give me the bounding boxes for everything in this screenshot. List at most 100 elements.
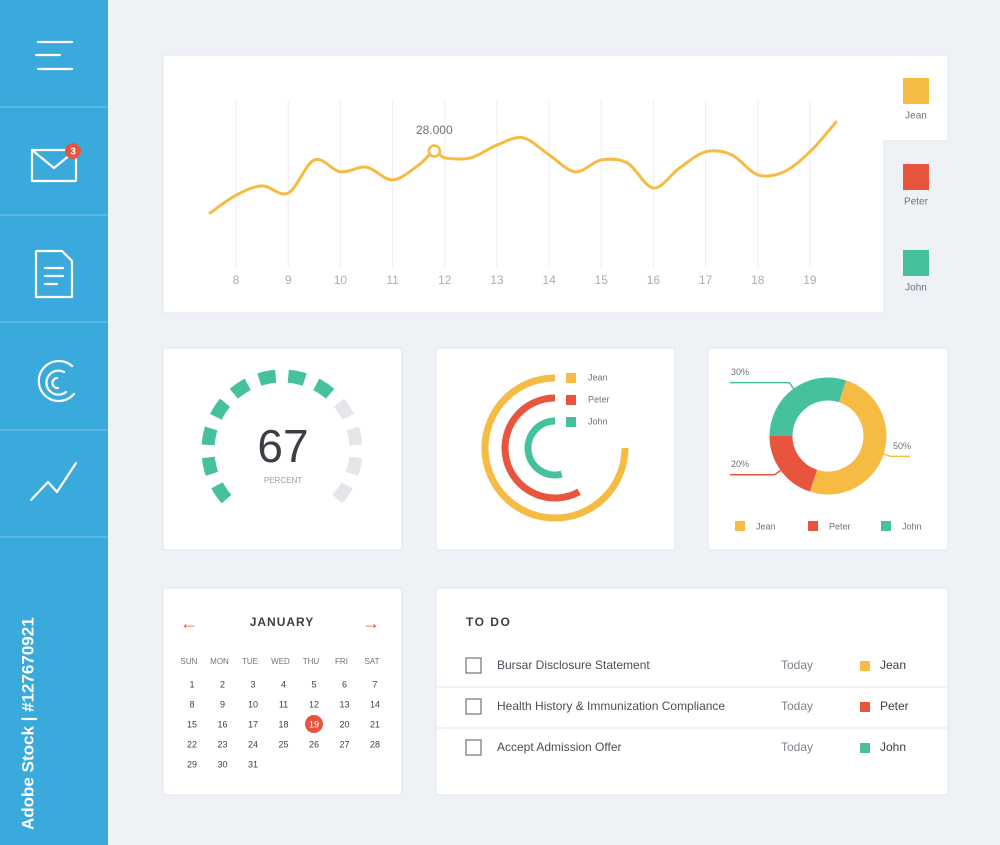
radial-arc (524, 417, 563, 479)
gauge-segment (346, 426, 363, 446)
legend-swatch (808, 521, 818, 531)
day[interactable]: 31 (248, 759, 258, 769)
day[interactable]: 21 (370, 719, 380, 729)
day[interactable]: 11 (279, 699, 288, 709)
x-tick-label: 19 (803, 273, 817, 287)
legend-label: Peter (588, 394, 610, 404)
day[interactable]: 20 (339, 719, 349, 729)
x-tick-label: 11 (386, 273, 399, 287)
checkbox[interactable] (465, 698, 482, 715)
day[interactable]: 25 (278, 739, 288, 749)
legend-swatch (566, 373, 576, 383)
radial-arc (481, 374, 629, 522)
day[interactable]: 6 (342, 679, 347, 689)
radial-arc (501, 394, 581, 502)
legend-swatch (903, 164, 929, 190)
document-icon[interactable] (34, 249, 74, 299)
month-title: JANUARY (250, 615, 315, 629)
task-person: Jean (880, 658, 906, 672)
day[interactable]: 22 (187, 739, 197, 749)
task-text: Health History & Immunization Compliance (497, 699, 725, 713)
day[interactable]: 10 (248, 699, 258, 709)
chart-icon[interactable] (37, 359, 76, 403)
leader-line (882, 453, 910, 458)
day[interactable]: 8 (189, 699, 194, 709)
x-tick-label: 17 (699, 273, 713, 287)
day-highlight (305, 715, 323, 733)
value-label: 20% (731, 459, 749, 469)
gauge-segment (287, 369, 307, 386)
day[interactable]: 17 (248, 719, 258, 729)
day[interactable]: 1 (189, 679, 194, 689)
legend-swatch (903, 250, 929, 276)
day[interactable]: 14 (370, 699, 380, 709)
value-label: 30% (731, 367, 749, 377)
task-text: Accept Admission Offer (497, 740, 622, 754)
x-tick-label: 16 (647, 273, 661, 287)
gauge-segment (257, 369, 277, 386)
person-swatch (860, 702, 870, 712)
gauge-label: PERCENT (264, 476, 302, 485)
todo-title: TO DO (466, 615, 511, 629)
day[interactable]: 3 (250, 679, 255, 689)
gauge-segment (201, 426, 218, 446)
gauge-segment (201, 456, 219, 476)
checkbox[interactable] (465, 739, 482, 756)
value-label: 50% (893, 441, 911, 451)
task-due: Today (781, 699, 813, 713)
day[interactable]: 18 (278, 719, 288, 729)
gauge-segment (313, 378, 335, 399)
day[interactable]: 4 (281, 679, 286, 689)
task-person: John (880, 740, 906, 754)
day[interactable]: 19 (309, 719, 319, 729)
day[interactable]: 28 (370, 739, 380, 749)
point-marker (427, 144, 442, 158)
prev-arrow[interactable]: ← (180, 613, 198, 633)
day[interactable]: 27 (339, 739, 349, 749)
legend-swatch (903, 78, 929, 104)
checkbox[interactable] (465, 657, 482, 674)
gauge-segment (211, 482, 232, 504)
badge (65, 143, 81, 159)
legend-label: Jean (905, 111, 927, 122)
legend-label: John (905, 283, 927, 294)
day[interactable]: 23 (217, 739, 227, 749)
gauge-segment (333, 398, 354, 420)
legend-label: Peter (904, 197, 929, 208)
person-swatch (860, 743, 870, 753)
line-chart-card (162, 54, 949, 314)
x-tick-label: 9 (285, 273, 292, 287)
legend-label: Jean (588, 372, 608, 382)
weekday: WED (271, 657, 290, 666)
badge-count: 3 (70, 147, 76, 158)
weekday: SUN (181, 657, 198, 666)
day[interactable]: 7 (372, 679, 377, 689)
day[interactable]: 16 (217, 719, 227, 729)
content: 8 9 10 11 12 13 14 15 16 17 18 1928.000JeanPeterJoh… (180, 78, 948, 769)
day[interactable]: 24 (248, 739, 258, 749)
day[interactable]: 30 (217, 759, 227, 769)
day[interactable]: 9 (220, 699, 225, 709)
x-tick-label: 15 (595, 273, 609, 287)
task-person: Peter (880, 699, 909, 713)
x-tick-label: 13 (490, 273, 504, 287)
menu-icon[interactable] (34, 40, 74, 71)
day[interactable]: 13 (339, 699, 349, 709)
day[interactable]: 12 (309, 699, 319, 709)
day[interactable]: 26 (309, 739, 319, 749)
next-arrow[interactable]: → (362, 613, 380, 633)
legend-label: John (902, 521, 922, 531)
x-tick-label: 14 (542, 273, 556, 287)
day[interactable]: 5 (311, 679, 316, 689)
day[interactable]: 15 (187, 719, 197, 729)
day[interactable]: 2 (220, 679, 225, 689)
trend-icon[interactable] (29, 461, 78, 502)
weekday: TUE (242, 657, 258, 666)
gauge-segment (229, 378, 251, 399)
donut-segment (769, 377, 847, 437)
day[interactable]: 29 (187, 759, 197, 769)
legend-swatch (566, 417, 576, 427)
todo-card (435, 587, 949, 796)
